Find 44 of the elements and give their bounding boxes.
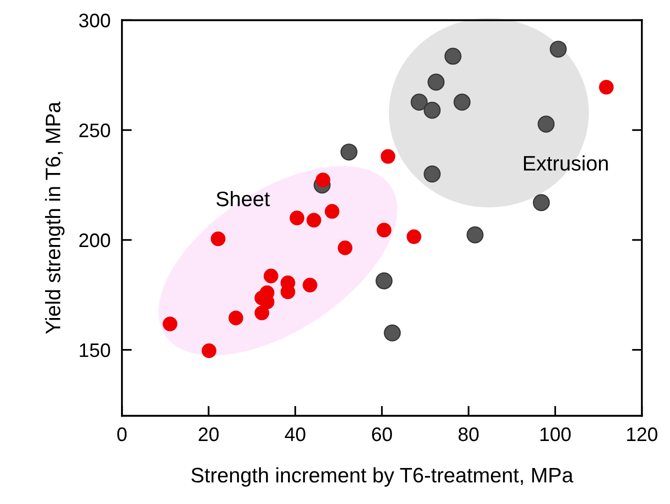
point [599, 80, 614, 95]
x-tick-label: 120 [627, 427, 658, 442]
x-tick-label: 20 [198, 427, 219, 442]
x-tick-label: 40 [284, 427, 306, 442]
point [316, 172, 330, 188]
y-tick-label: 200 [79, 233, 110, 248]
x-tick-label: 60 [372, 427, 392, 442]
y-tick-label: 150 [80, 343, 110, 358]
x-tick-label: 0 [117, 427, 127, 442]
point [428, 74, 445, 91]
x-axis-title: Strength increment by T6-treatment, MPa [191, 467, 574, 487]
point [550, 40, 567, 58]
point [202, 343, 216, 358]
point [380, 149, 396, 164]
point [410, 94, 428, 111]
point [376, 222, 392, 238]
point [454, 94, 471, 111]
point [306, 212, 322, 228]
point [532, 194, 550, 212]
annotation: Sheet [216, 191, 270, 206]
annotation: Extrusion [524, 155, 608, 171]
point [324, 204, 340, 219]
point [264, 268, 278, 284]
point [162, 316, 178, 332]
point [424, 102, 441, 119]
point [384, 324, 401, 342]
point [340, 144, 358, 161]
y-tick-label: 300 [79, 14, 110, 28]
y-axis-title: Yield strength in T6, MPa [45, 102, 64, 334]
point [376, 272, 393, 290]
point [290, 210, 304, 226]
point [228, 310, 244, 326]
point [302, 278, 318, 292]
point [444, 48, 462, 65]
point [254, 306, 270, 320]
y-tick-label: 250 [79, 124, 110, 138]
point [424, 166, 441, 182]
point [210, 232, 226, 246]
x-tick-label: 80 [458, 427, 479, 442]
point [538, 116, 555, 133]
x-tick-label: 100 [540, 427, 571, 442]
point [466, 226, 484, 244]
point [406, 229, 422, 244]
point [338, 240, 352, 256]
